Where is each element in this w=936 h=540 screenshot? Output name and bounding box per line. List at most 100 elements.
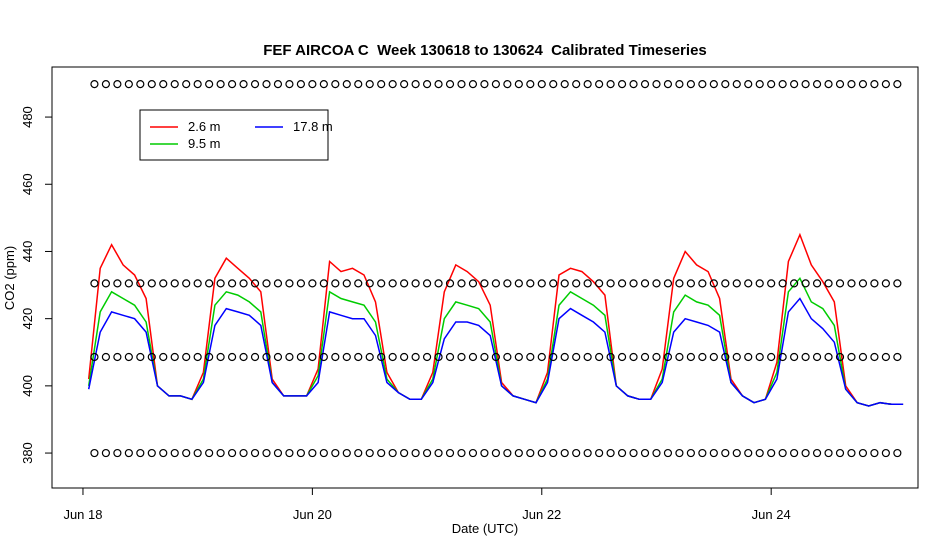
calibration-point [790,448,799,458]
calibration-point [136,448,145,458]
calibration-point [445,80,455,89]
calibration-point [537,279,546,288]
calibration-point [835,352,845,362]
calibration-point [663,448,673,458]
calibration-point [457,279,466,288]
calibration-point [744,279,753,288]
calibration-point [549,352,558,362]
calibration-point [778,448,787,458]
calibration-point [239,279,248,288]
calibration-point [549,279,558,288]
x-tick-label: Jun 22 [522,507,561,522]
calibration-point [262,448,271,458]
calibration-point [147,80,156,89]
calibration-point [870,448,879,458]
calibration-point [835,448,845,458]
calibration-point [319,279,328,288]
calibration-point [377,80,386,89]
calibration-point [113,448,122,458]
calibration-point [205,279,214,288]
calibration-point [227,352,237,362]
calibration-point [503,279,512,288]
calibration-point [159,448,168,458]
calibration-point [675,352,684,362]
calibration-point [514,352,523,362]
calibration-point [90,80,99,89]
legend-label: 9.5 m [188,136,221,151]
calibration-point [354,80,363,89]
calibration-point [732,352,741,362]
calibration-point [342,448,351,458]
y-tick-label: 440 [20,241,35,263]
legend-box [139,109,329,161]
calibration-point [480,448,489,458]
calibration-point [721,279,730,288]
calibration-point [468,279,478,288]
calibration-point [147,448,156,458]
calibration-point [90,448,99,458]
calibration-point [227,448,237,458]
calibration-point [560,80,569,89]
calibration-point [812,352,822,362]
calibration-point [182,448,191,458]
calibration-point [606,352,615,362]
calibration-point [583,80,592,89]
calibration-point [870,80,879,89]
calibration-point [205,448,214,458]
calibration-point [193,352,202,362]
y-tick-label: 420 [20,308,35,330]
calibration-point [893,448,902,458]
calibration-point [801,80,810,89]
calibration-point [319,80,328,89]
calibration-point [629,448,638,458]
y-axis-label: CO2 (ppm) [2,246,17,310]
calibration-point [342,352,351,362]
calibration-point [400,279,409,288]
calibration-point [778,80,787,89]
calibration-point [560,448,569,458]
calibration-point [411,80,420,89]
calibration-point [721,80,730,89]
calibration-point [411,352,420,362]
calibration-point [801,279,810,288]
calibration-point [583,352,592,362]
chart-title: FEF AIRCOA C Week 130618 to 130624 Calib… [263,42,707,59]
calibration-point [698,448,707,458]
calibration-point [824,352,833,362]
calibration-point [572,448,581,458]
calibration-point [893,279,902,288]
calibration-point [445,352,455,362]
calibration-point [101,279,111,288]
calibration-point [273,279,283,288]
calibration-point [170,448,179,458]
calibration-point [606,279,615,288]
calibration-point [583,448,592,458]
calibration-point [675,80,684,89]
calibration-point [365,80,374,89]
calibration-point [652,352,661,362]
calibration-point [686,448,695,458]
calibration-point [377,448,386,458]
calibration-point [744,448,753,458]
calibration-point [170,352,179,362]
calibration-point [835,80,845,89]
calibration-point [595,448,604,458]
calibration-point [319,352,328,362]
calibration-point [721,352,730,362]
calibration-point [182,352,191,362]
calibration-point [537,448,546,458]
calibration-point [480,279,489,288]
calibration-point [331,279,340,288]
calibration-point [755,448,764,458]
calibration-point [617,352,627,362]
calibration-point [491,80,500,89]
calibration-point [721,448,730,458]
calibration-point [572,80,581,89]
calibration-point [216,279,225,288]
calibration-point [159,279,168,288]
calibration-point [285,80,294,89]
calibration-point [468,352,478,362]
calibration-point [457,352,466,362]
calibration-point [468,448,478,458]
calibration-point [686,352,695,362]
